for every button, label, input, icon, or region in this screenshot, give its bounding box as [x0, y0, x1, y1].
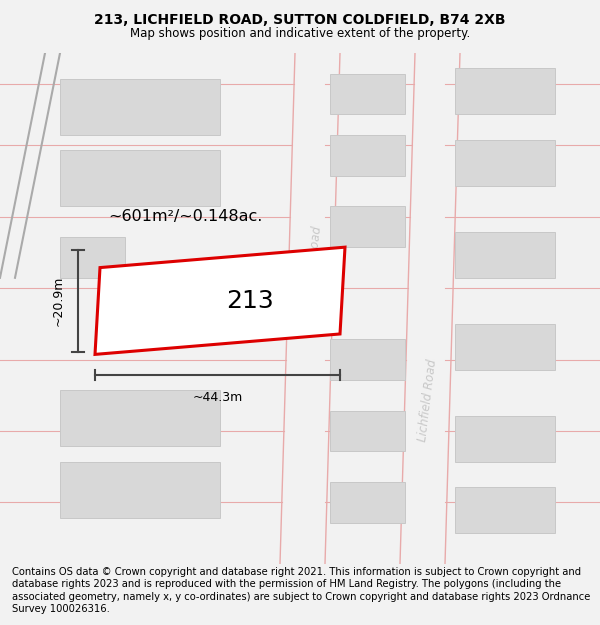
- Text: ~44.3m: ~44.3m: [193, 391, 242, 404]
- Polygon shape: [95, 247, 345, 354]
- Bar: [60, 390, 220, 446]
- Bar: [455, 324, 555, 370]
- Bar: [330, 411, 405, 451]
- Bar: [455, 487, 555, 533]
- Bar: [455, 140, 555, 186]
- Bar: [455, 416, 555, 462]
- Bar: [330, 339, 405, 380]
- Bar: [455, 69, 555, 114]
- Bar: [60, 150, 220, 206]
- Text: ~601m²/~0.148ac.: ~601m²/~0.148ac.: [108, 209, 262, 224]
- Bar: [60, 79, 220, 135]
- Bar: [330, 74, 405, 114]
- Bar: [60, 462, 220, 518]
- Text: 213: 213: [226, 289, 274, 312]
- Bar: [330, 482, 405, 523]
- Text: Lichfield Road: Lichfield Road: [416, 358, 440, 442]
- Text: Contains OS data © Crown copyright and database right 2021. This information is : Contains OS data © Crown copyright and d…: [12, 567, 590, 614]
- Bar: [60, 237, 125, 278]
- Text: 213, LICHFIELD ROAD, SUTTON COLDFIELD, B74 2XB: 213, LICHFIELD ROAD, SUTTON COLDFIELD, B…: [94, 13, 506, 28]
- Text: Lichfield Road: Lichfield Road: [301, 226, 325, 309]
- Text: Map shows position and indicative extent of the property.: Map shows position and indicative extent…: [130, 27, 470, 40]
- Bar: [455, 232, 555, 278]
- Bar: [330, 135, 405, 176]
- Bar: [330, 206, 405, 247]
- Text: ~20.9m: ~20.9m: [52, 276, 65, 326]
